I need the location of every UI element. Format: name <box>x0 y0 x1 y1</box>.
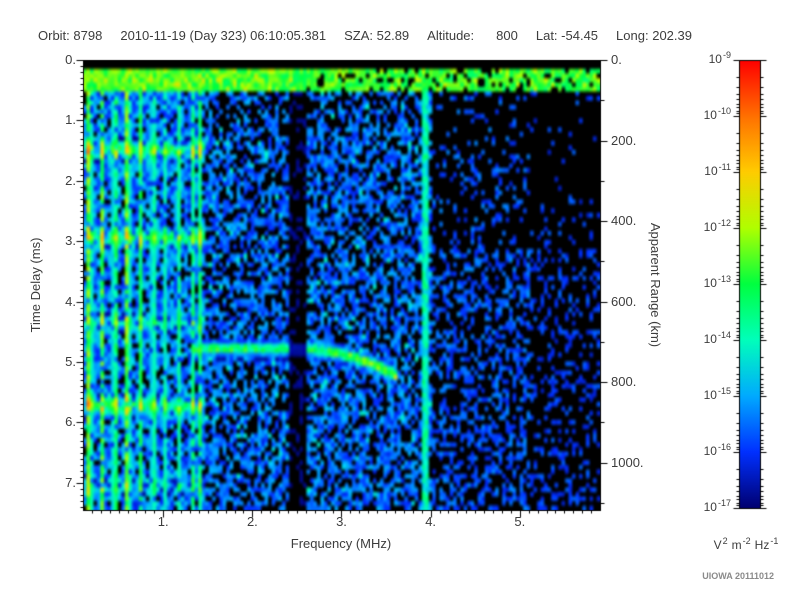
x-tick-label: 4. <box>425 514 437 529</box>
y-tick-label-left: 7. <box>65 474 76 490</box>
y-tick-label-left: 1. <box>65 112 76 128</box>
colorbar-tick-label: 10-12 <box>703 218 731 234</box>
colorbar-units: V2 m-2 Hz-1 <box>713 536 779 552</box>
y-axis-title-right: Apparent Range (km) <box>648 222 663 348</box>
y-tick-label-left: 4. <box>65 293 76 309</box>
credit-text: UIOWA 20111012 <box>702 571 774 581</box>
colorbar-tick-label: 10-10 <box>703 106 731 122</box>
x-tick-label: 5. <box>514 514 526 529</box>
colorbar-tick-label: 10-15 <box>703 386 731 402</box>
x-tick-label: 1. <box>157 514 169 529</box>
x-tick-label: 2. <box>246 514 258 529</box>
colorbar-tick-label: 10-16 <box>703 442 731 458</box>
colorbar-tick-label: 10-17 <box>703 498 731 514</box>
y-tick-label-left: 0. <box>65 52 76 67</box>
y-tick-label-right: 1000. <box>611 454 644 470</box>
colorbar-tick-label: 10-9 <box>708 50 731 66</box>
x-tick-label: 3. <box>336 514 347 529</box>
y-axis-title-left: Time Delay (ms) <box>28 237 43 333</box>
colorbar-tick-label: 10-14 <box>703 330 731 346</box>
colorbar-tick-label: 10-11 <box>704 162 731 178</box>
colorbar-tick-label: 10-13 <box>703 274 731 290</box>
y-tick-label-right: 400. <box>611 213 637 229</box>
y-tick-label-right: 200. <box>611 132 637 148</box>
y-tick-label-left: 3. <box>65 233 76 249</box>
x-axis-title: Frequency (MHz) <box>290 536 392 551</box>
y-tick-label-left: 5. <box>65 354 76 369</box>
y-tick-label-right: 600. <box>611 293 637 309</box>
y-tick-label-right: 0. <box>611 52 622 67</box>
y-tick-label-right: 800. <box>611 374 637 390</box>
y-tick-label-left: 2. <box>65 172 76 188</box>
y-tick-label-left: 6. <box>65 414 76 430</box>
